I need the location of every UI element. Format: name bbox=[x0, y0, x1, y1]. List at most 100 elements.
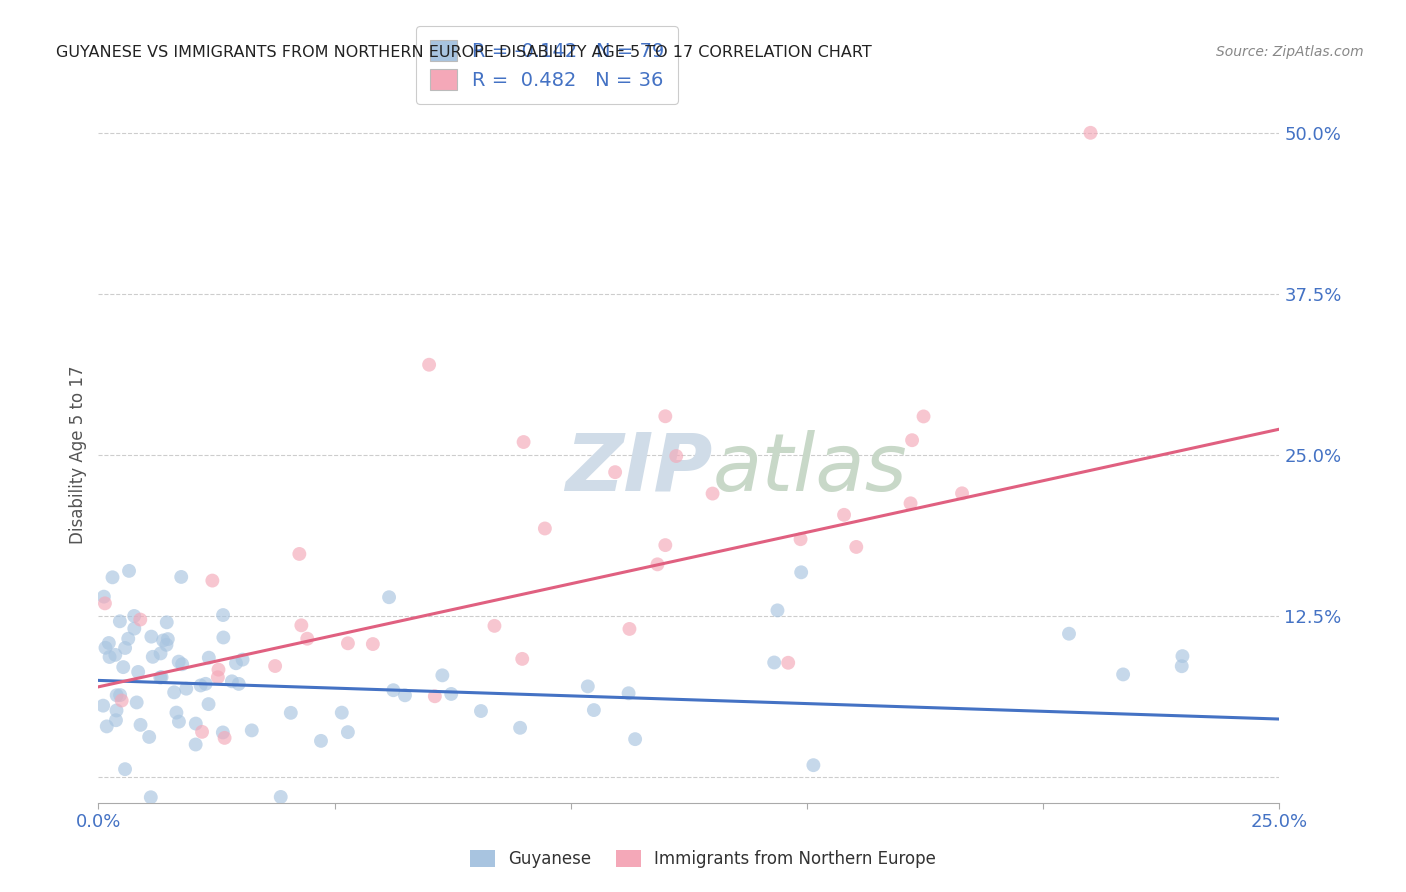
Point bbox=[127, 665, 149, 679]
Point bbox=[1057, 626, 1080, 640]
Point bbox=[114, 640, 136, 655]
Point bbox=[534, 521, 557, 535]
Point bbox=[207, 670, 229, 684]
Point bbox=[330, 706, 353, 720]
Point bbox=[174, 681, 197, 696]
Point bbox=[1080, 126, 1102, 140]
Point bbox=[1171, 659, 1194, 673]
Text: Source: ZipAtlas.com: Source: ZipAtlas.com bbox=[1216, 45, 1364, 59]
Point bbox=[94, 596, 117, 610]
Point bbox=[156, 615, 179, 630]
Point bbox=[297, 632, 319, 646]
Point bbox=[167, 655, 190, 669]
Point bbox=[91, 698, 114, 713]
Point bbox=[184, 738, 207, 752]
Point bbox=[654, 538, 676, 552]
Point bbox=[900, 496, 922, 510]
Point bbox=[150, 670, 173, 684]
Point bbox=[108, 688, 131, 702]
Point bbox=[212, 631, 235, 645]
Point bbox=[394, 688, 416, 702]
Point bbox=[149, 647, 172, 661]
Legend: Guyanese, Immigrants from Northern Europe: Guyanese, Immigrants from Northern Europ… bbox=[463, 843, 943, 875]
Point bbox=[901, 433, 924, 447]
Point bbox=[647, 558, 669, 572]
Point bbox=[665, 449, 688, 463]
Point bbox=[212, 608, 235, 623]
Point bbox=[790, 566, 813, 580]
Point bbox=[605, 465, 627, 479]
Point bbox=[114, 762, 136, 776]
Point bbox=[264, 659, 287, 673]
Point bbox=[423, 690, 446, 704]
Point bbox=[138, 730, 160, 744]
Point bbox=[619, 622, 641, 636]
Point bbox=[149, 671, 172, 685]
Point bbox=[211, 725, 233, 739]
Point bbox=[763, 656, 786, 670]
Point bbox=[165, 706, 187, 720]
Point bbox=[94, 640, 117, 655]
Legend: R = -0.142   N = 79, R =  0.482   N = 36: R = -0.142 N = 79, R = 0.482 N = 36 bbox=[416, 26, 678, 103]
Point bbox=[512, 435, 534, 450]
Point bbox=[288, 547, 311, 561]
Text: ZIP: ZIP bbox=[565, 430, 713, 508]
Point bbox=[142, 649, 165, 664]
Point bbox=[111, 693, 134, 707]
Point bbox=[336, 725, 359, 739]
Point bbox=[104, 713, 127, 727]
Point bbox=[194, 677, 217, 691]
Point bbox=[228, 677, 250, 691]
Point bbox=[240, 723, 263, 738]
Point bbox=[654, 409, 676, 424]
Point bbox=[139, 790, 162, 805]
Point bbox=[778, 656, 800, 670]
Point bbox=[509, 721, 531, 735]
Point bbox=[190, 678, 212, 692]
Point bbox=[117, 632, 139, 646]
Point bbox=[96, 719, 118, 733]
Point bbox=[152, 633, 174, 648]
Point bbox=[156, 632, 179, 646]
Point bbox=[225, 657, 247, 671]
Point bbox=[214, 731, 236, 745]
Point bbox=[290, 618, 312, 632]
Point bbox=[789, 532, 811, 546]
Point bbox=[440, 687, 463, 701]
Point bbox=[118, 564, 141, 578]
Point bbox=[201, 574, 224, 588]
Point bbox=[470, 704, 492, 718]
Point bbox=[101, 570, 124, 584]
Point bbox=[191, 724, 214, 739]
Text: atlas: atlas bbox=[713, 430, 907, 508]
Point bbox=[207, 663, 229, 677]
Point bbox=[124, 622, 146, 636]
Point bbox=[184, 716, 207, 731]
Point bbox=[221, 674, 243, 689]
Point bbox=[624, 732, 647, 747]
Point bbox=[125, 695, 148, 709]
Point bbox=[382, 683, 405, 698]
Point bbox=[232, 652, 254, 666]
Point bbox=[432, 668, 454, 682]
Point bbox=[912, 409, 935, 424]
Point bbox=[104, 648, 127, 662]
Point bbox=[172, 657, 194, 672]
Point bbox=[155, 638, 177, 652]
Point bbox=[484, 619, 506, 633]
Point bbox=[129, 718, 152, 732]
Point bbox=[702, 486, 724, 500]
Point bbox=[197, 697, 219, 711]
Point bbox=[1112, 667, 1135, 681]
Point bbox=[361, 637, 384, 651]
Point bbox=[105, 688, 128, 702]
Point bbox=[832, 508, 855, 522]
Point bbox=[122, 609, 145, 624]
Point bbox=[98, 650, 121, 665]
Point bbox=[950, 486, 973, 500]
Point bbox=[766, 603, 789, 617]
Point bbox=[112, 660, 135, 674]
Text: GUYANESE VS IMMIGRANTS FROM NORTHERN EUROPE DISABILITY AGE 5 TO 17 CORRELATION C: GUYANESE VS IMMIGRANTS FROM NORTHERN EUR… bbox=[56, 45, 872, 60]
Point bbox=[163, 685, 186, 699]
Point bbox=[170, 570, 193, 584]
